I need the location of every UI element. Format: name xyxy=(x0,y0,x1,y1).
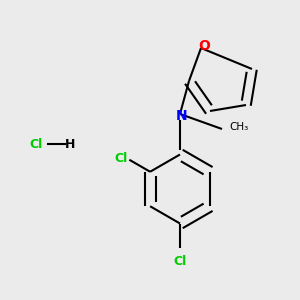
Text: Cl: Cl xyxy=(29,137,43,151)
Text: CH₃: CH₃ xyxy=(230,122,249,133)
Text: Cl: Cl xyxy=(173,255,187,268)
Text: H: H xyxy=(65,137,76,151)
Text: N: N xyxy=(176,109,187,122)
Text: Cl: Cl xyxy=(115,152,128,165)
Text: O: O xyxy=(198,40,210,53)
